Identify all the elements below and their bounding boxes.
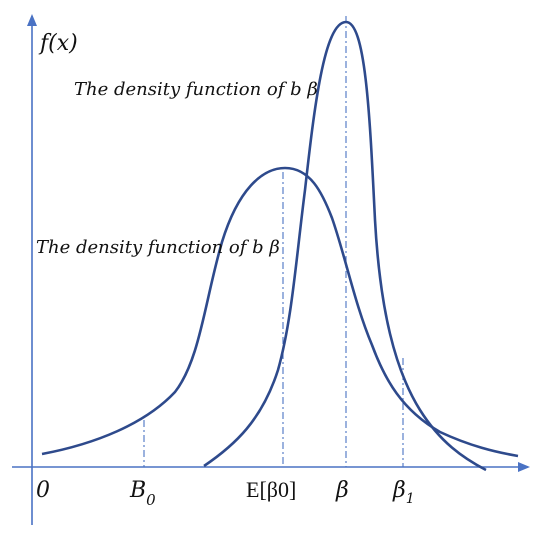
y-axis-label: f(x) [38, 31, 78, 56]
upper-curve-label: The density function of b β [74, 79, 318, 100]
lower-curve-label: The density function of b β [36, 237, 280, 258]
beta1-subscript: 1 [406, 491, 415, 507]
b0-subscript: 0 [146, 491, 156, 509]
expectation-label: E[β0] [246, 477, 296, 502]
beta1-main: β [392, 478, 406, 503]
beta-label: β [335, 478, 349, 503]
b0-main: B [129, 478, 146, 503]
b0-label: B0 [129, 478, 156, 509]
narrow-density-curve [203, 20, 487, 472]
origin-label: 0 [36, 478, 50, 503]
beta1-label: β1 [392, 478, 415, 507]
wide-density-curve [41, 166, 519, 458]
